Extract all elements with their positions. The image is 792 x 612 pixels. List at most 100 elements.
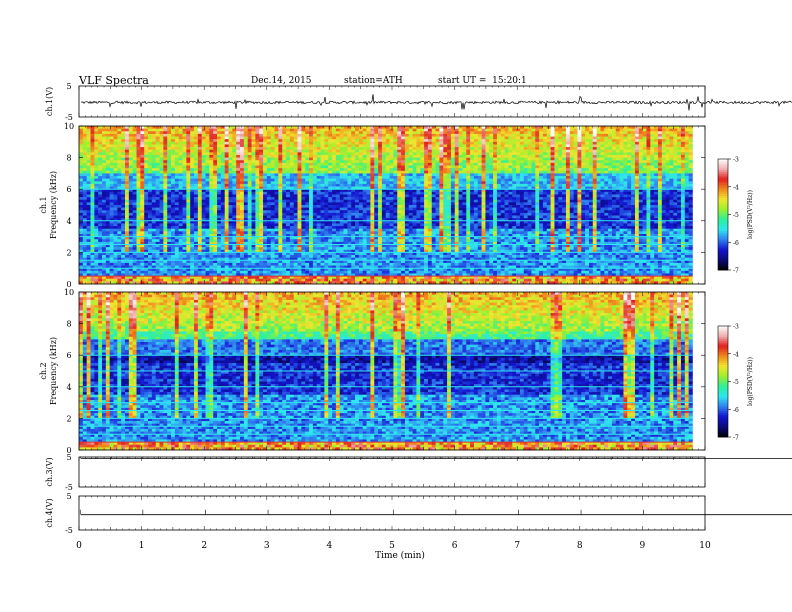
ch1-spectrogram-cell	[301, 197, 305, 200]
ch1-spectrogram-cell	[106, 158, 110, 161]
ch1-spectrogram-cell	[547, 150, 551, 153]
ch1-spectrogram-cell	[470, 200, 474, 203]
ch1-spectrogram-cell	[493, 192, 497, 195]
ch1-spectrogram-cell	[221, 181, 225, 184]
ch1-spectrogram-cell	[455, 150, 459, 153]
ch1-spectrogram-cell	[689, 168, 693, 171]
ch1-spectrogram-cell	[462, 179, 466, 182]
ch1-spectrogram-cell	[547, 171, 551, 174]
ch1-spectrogram-cell	[393, 131, 397, 134]
ch1-spectrogram-cell	[482, 160, 486, 163]
ch1-spectrogram-cell	[186, 147, 190, 150]
ch1-spectrogram-cell	[413, 147, 417, 150]
ch1-spectrogram-cell	[566, 166, 570, 169]
ch1-spectrogram-cell	[140, 173, 144, 176]
ch1-spectrogram-cell	[432, 163, 436, 166]
ch1-spectrogram-cell	[654, 184, 658, 187]
ch1-spectrogram-cell	[263, 197, 267, 200]
ch1-spectrogram-cell	[252, 152, 256, 155]
ch1-spectrogram-cell	[466, 160, 470, 163]
ch1-spectrogram-cell	[298, 158, 302, 161]
ch1-spectrogram-cell	[190, 171, 194, 174]
ch1-spectrogram-cell	[501, 163, 505, 166]
ch1-spectrogram-cell	[558, 147, 562, 150]
ch1-spectrogram-cell	[497, 147, 501, 150]
ch1-spectrogram-cell	[171, 155, 175, 158]
ch1-spectrogram-cell	[685, 150, 689, 153]
ch1-spectrogram-cell	[355, 134, 359, 137]
ch1-spectrogram-cell	[482, 155, 486, 158]
ch1-spectrogram-cell	[689, 200, 693, 203]
ch1-spectrogram-cell	[669, 139, 673, 142]
ch1-spectrogram-cell	[604, 173, 608, 176]
ch1-spectrogram-cell	[669, 168, 673, 171]
ch1-spectrogram-cell	[309, 158, 313, 161]
ch1-spectrogram-cell	[194, 150, 198, 153]
ch1-spectrogram-cell	[133, 129, 137, 132]
ch1-spectrogram-cell	[229, 150, 233, 153]
ch1-spectrogram-cell	[175, 129, 179, 132]
ch1-spectrogram-cell	[221, 129, 225, 132]
ch1-spectrogram-cell	[129, 192, 133, 195]
ch1-spectrogram-cell	[144, 194, 148, 197]
ch1-spectrogram-cell	[639, 171, 643, 174]
ch1-spectrogram-cell	[597, 160, 601, 163]
ch1-spectrogram-cell	[677, 194, 681, 197]
ch1-spectrogram-cell	[198, 173, 202, 176]
ch1-spectrogram-cell	[79, 142, 83, 145]
ch1-spectrogram-cell	[654, 134, 658, 137]
ch1-spectrogram-cell	[689, 166, 693, 169]
ch1-spectrogram-cell	[574, 129, 578, 132]
ch1-spectrogram-cell	[623, 202, 627, 205]
ch1-spectrogram-cell	[290, 202, 294, 205]
ch1-spectrogram-cell	[229, 194, 233, 197]
ch1-spectrogram-cell	[213, 173, 217, 176]
ch1-spectrogram-cell	[478, 166, 482, 169]
ch1-spectrogram-cell	[581, 131, 585, 134]
ch1-spectrogram-cell	[459, 179, 463, 182]
ch1-spectrogram-cell	[79, 144, 83, 147]
ch1-spectrogram-cell	[623, 155, 627, 158]
ch1-spectrogram-cell	[370, 158, 374, 161]
ch1-spectrogram-cell	[186, 129, 190, 132]
ch1-spectrogram-cell	[669, 137, 673, 140]
ch1-spectrogram-cell	[282, 139, 286, 142]
ch1-spectrogram-cell	[551, 176, 555, 179]
ch1-spectrogram-cell	[451, 131, 455, 134]
ch1-spectrogram-cell	[650, 166, 654, 169]
ch1-spectrogram-cell	[140, 194, 144, 197]
ch1-spectrogram-cell	[639, 150, 643, 153]
ch1-spectrogram-cell	[600, 163, 604, 166]
ch1-spectrogram-cell	[685, 155, 689, 158]
ch1-spectrogram-cell	[589, 171, 593, 174]
ch1-spectrogram-cell	[167, 202, 171, 205]
ch1-spectrogram-cell	[209, 158, 213, 161]
ch1-spectrogram-cell	[179, 134, 183, 137]
ch1-spectrogram-cell	[631, 194, 635, 197]
ch1-spectrogram-cell	[110, 150, 114, 153]
ch1-spectrogram-cell	[547, 139, 551, 142]
ch1-spectrogram-cell	[367, 129, 371, 132]
ch1-spectrogram-cell	[643, 129, 647, 132]
ch1-spectrogram-cell	[221, 192, 225, 195]
ch1-spectrogram-cell	[190, 202, 194, 205]
ch1-spectrogram-cell	[531, 192, 535, 195]
ch1-spectrogram-cell	[324, 147, 328, 150]
ch1-spectrogram-cell	[301, 137, 305, 140]
ch1-spectrogram-cell	[505, 150, 509, 153]
ch1-spectrogram-cell	[623, 131, 627, 134]
ch1-spectrogram-cell	[681, 166, 685, 169]
ch1-spectrogram-cell	[436, 152, 440, 155]
ch1-spectrogram-cell	[340, 142, 344, 145]
ch1-spectrogram-cell	[562, 184, 566, 187]
ch1-spectrogram-cell	[152, 147, 156, 150]
ch1-spectrogram-cell	[455, 131, 459, 134]
ch1-spectrogram-cell	[117, 158, 121, 161]
ch1-spectrogram-cell	[593, 176, 597, 179]
ch1-spectrogram-cell	[114, 194, 118, 197]
ch1-spectrogram-cell	[562, 144, 566, 147]
ch1-spectrogram-cell	[324, 192, 328, 195]
ch1-spectrogram-cell	[167, 163, 171, 166]
ch1-spectrogram-cell	[156, 171, 160, 174]
ch1-spectrogram-cell	[416, 171, 420, 174]
